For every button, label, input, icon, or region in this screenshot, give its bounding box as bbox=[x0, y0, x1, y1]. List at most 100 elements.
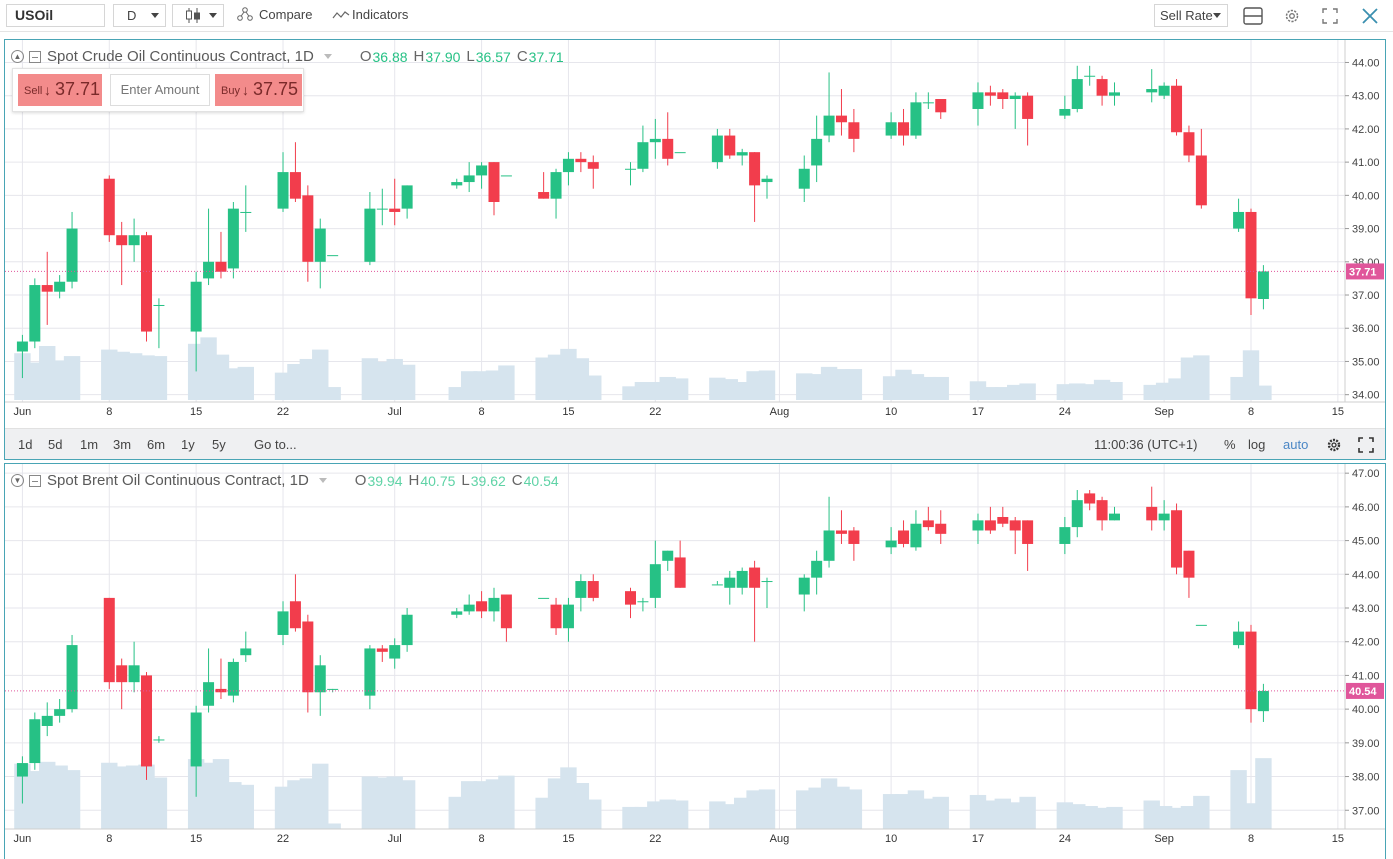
buy-button[interactable]: Buy ↓ 37.75 bbox=[215, 74, 302, 106]
candle-body bbox=[1257, 690, 1269, 712]
price-tick-label: 38.00 bbox=[1352, 772, 1380, 784]
candle-body bbox=[289, 601, 301, 629]
close-icon[interactable] bbox=[1358, 4, 1382, 28]
range-1m[interactable]: 1m bbox=[80, 437, 99, 452]
volume-bar bbox=[634, 382, 652, 400]
range-5y[interactable]: 5y bbox=[212, 437, 226, 452]
chevron-down-icon[interactable] bbox=[323, 54, 332, 59]
fullscreen-icon-glyph bbox=[1322, 8, 1338, 24]
candle-body bbox=[16, 341, 28, 352]
layout-icon-glyph bbox=[1243, 7, 1263, 25]
compare-button[interactable]: Compare bbox=[236, 4, 326, 27]
log-toggle[interactable]: log bbox=[1248, 437, 1266, 452]
collapse-icon[interactable]: ▲ bbox=[11, 50, 24, 63]
amount-input[interactable]: Enter Amount bbox=[110, 74, 210, 106]
volume-bar bbox=[63, 356, 81, 400]
volume-bar bbox=[225, 782, 242, 829]
candle-body bbox=[984, 520, 996, 531]
layout-icon[interactable] bbox=[1241, 4, 1265, 28]
volume-bar bbox=[361, 776, 379, 829]
volume-bar bbox=[932, 376, 949, 400]
volume-bar bbox=[535, 357, 552, 400]
range-3m[interactable]: 3m bbox=[113, 437, 132, 452]
last-price-badge bbox=[1346, 263, 1384, 280]
candle-body bbox=[625, 168, 636, 170]
crude-oil-chart[interactable]: 34.0035.0036.0037.0038.0039.0040.0041.00… bbox=[5, 40, 1385, 428]
range-1y[interactable]: 1y bbox=[181, 437, 195, 452]
volume-bar bbox=[820, 366, 838, 400]
chart-legend: ▼ Spot Brent Oil Continuous Contract, 1D… bbox=[11, 472, 559, 489]
chart-type-select[interactable] bbox=[172, 4, 224, 27]
candle-body bbox=[141, 675, 153, 767]
minimize-icon[interactable] bbox=[29, 474, 41, 487]
volume-bar bbox=[833, 786, 850, 829]
gear-icon[interactable] bbox=[1326, 437, 1342, 453]
time-tick-label: 8 bbox=[1248, 833, 1254, 845]
time-tick-label: 15 bbox=[1332, 406, 1344, 418]
candle-body bbox=[1233, 211, 1245, 229]
sell-button[interactable]: Sell ↓ 37.71 bbox=[18, 74, 102, 106]
volume-bar bbox=[26, 362, 44, 400]
candle-body bbox=[1195, 624, 1207, 626]
candle-body bbox=[141, 235, 153, 332]
candle-body bbox=[935, 99, 947, 113]
time-tick-label: 22 bbox=[277, 833, 289, 845]
volume-bar bbox=[125, 765, 143, 829]
candle-body bbox=[277, 611, 289, 635]
volume-bar bbox=[200, 337, 217, 400]
indicators-button[interactable]: Indicators bbox=[330, 4, 430, 27]
low-value: 36.57 bbox=[475, 48, 511, 65]
candle-body bbox=[364, 208, 376, 262]
candle-body bbox=[1059, 527, 1071, 544]
volume-bar bbox=[709, 377, 726, 400]
candle-body bbox=[327, 688, 339, 690]
volume-bar bbox=[535, 797, 552, 829]
volume-bar bbox=[833, 369, 850, 400]
candle-body bbox=[1071, 500, 1083, 528]
volume-bar bbox=[1242, 803, 1260, 829]
auto-toggle[interactable]: auto bbox=[1283, 437, 1309, 452]
volume-bar bbox=[460, 371, 478, 400]
fullscreen-icon[interactable] bbox=[1358, 437, 1374, 453]
time-tick-label: Aug bbox=[770, 406, 790, 418]
price-tick-label: 42.00 bbox=[1352, 637, 1380, 649]
volume-bar bbox=[808, 374, 825, 400]
minimize-icon[interactable] bbox=[29, 50, 41, 63]
time-tick-label: 8 bbox=[479, 833, 485, 845]
symbol-input[interactable]: USOil bbox=[6, 4, 105, 27]
sell-rate-select[interactable]: Sell Rate bbox=[1154, 4, 1228, 27]
fullscreen-icon[interactable] bbox=[1318, 4, 1342, 28]
volume-bar bbox=[324, 823, 341, 829]
high-label: H bbox=[413, 48, 425, 65]
gear-icon[interactable] bbox=[1280, 4, 1304, 28]
candle-body bbox=[835, 530, 847, 534]
volume-bar bbox=[560, 348, 577, 400]
chevron-down-icon[interactable] bbox=[318, 478, 327, 483]
compare-label: Compare bbox=[259, 7, 313, 22]
price-tick-label: 44.00 bbox=[1352, 57, 1380, 69]
goto-button[interactable]: Go to... bbox=[254, 437, 297, 452]
volume-bar bbox=[138, 355, 155, 400]
percent-toggle[interactable]: % bbox=[1224, 437, 1236, 452]
range-1d[interactable]: 1d bbox=[18, 437, 33, 452]
volume-bar bbox=[498, 365, 515, 400]
candle-body bbox=[736, 570, 748, 588]
candle-body bbox=[1009, 95, 1021, 100]
range-5d[interactable]: 5d bbox=[48, 437, 63, 452]
volume-bar bbox=[647, 801, 664, 829]
brent-oil-chart-panel: 37.00 38.00 39.00 40.00 41.00 42.00 43.00 44.00… bbox=[4, 463, 1386, 859]
volume-bar bbox=[1019, 383, 1036, 400]
time-tick-label: 10 bbox=[885, 833, 897, 845]
range-6m[interactable]: 6m bbox=[147, 437, 166, 452]
brent-oil-chart[interactable]: 37.00 38.00 39.00 40.00 41.00 42.00 43.00 44.00… bbox=[5, 464, 1385, 859]
volume-bar bbox=[1155, 382, 1173, 400]
chevron-down-icon bbox=[151, 13, 159, 18]
candle-body bbox=[314, 665, 326, 693]
crude-oil-chart-panel: 34.00 35.00 36.00 37.00 38.00 39.00 40.00 41.00… bbox=[4, 39, 1386, 460]
time-tick-label: Sep bbox=[1154, 833, 1174, 845]
period-select[interactable]: D bbox=[113, 4, 166, 27]
price-tick-label: 39.00 bbox=[1352, 738, 1380, 750]
expand-icon[interactable]: ▼ bbox=[11, 474, 24, 487]
volume-bar bbox=[1180, 806, 1198, 829]
candle-body bbox=[240, 648, 252, 656]
